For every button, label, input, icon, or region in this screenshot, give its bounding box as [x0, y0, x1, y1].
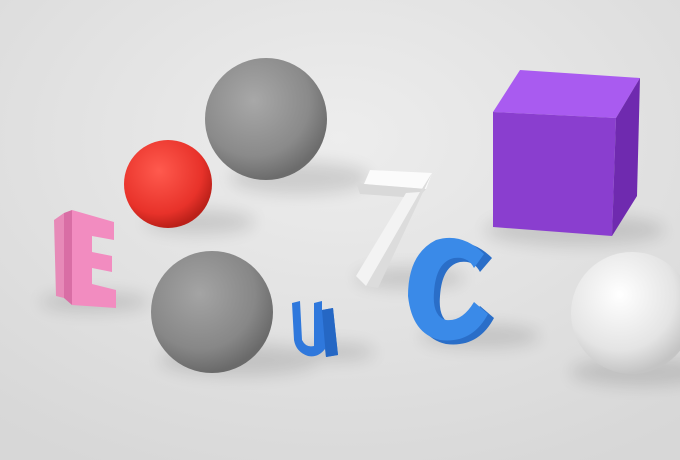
- gray-sphere-top: [205, 58, 327, 180]
- purple-cube: [493, 70, 640, 236]
- letter-e: [54, 210, 116, 308]
- letter-c: [408, 237, 494, 345]
- digit-7: [356, 170, 432, 288]
- letter-u: [292, 301, 338, 357]
- white-sphere: [571, 252, 680, 374]
- red-sphere: [124, 140, 212, 228]
- gray-sphere-bottom: [151, 251, 273, 373]
